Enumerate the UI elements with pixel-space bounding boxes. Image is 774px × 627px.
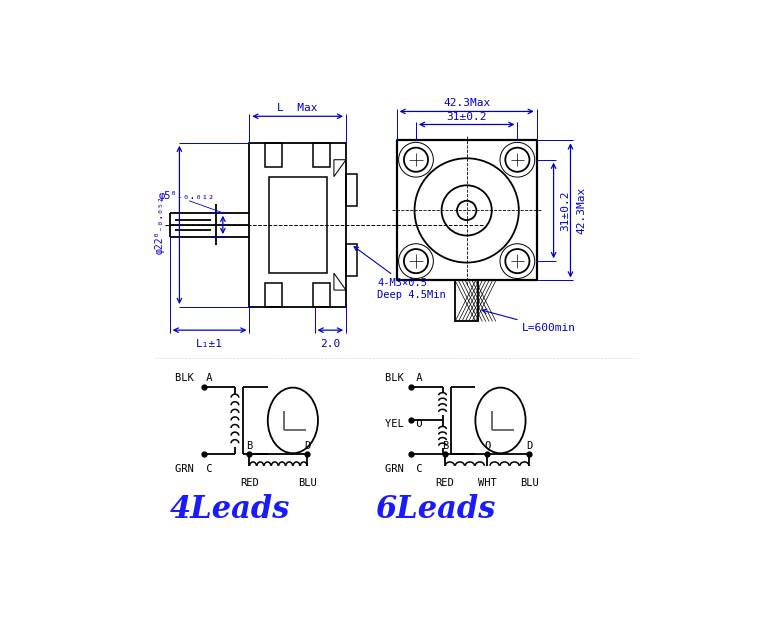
Bar — [455, 280, 478, 322]
Text: RED: RED — [240, 478, 259, 488]
Text: BLK  A: BLK A — [175, 373, 212, 382]
Text: 42.3Max: 42.3Max — [576, 187, 586, 234]
Text: 2.0: 2.0 — [320, 339, 341, 349]
Text: WHT: WHT — [478, 478, 497, 488]
Text: φ5⁰₋₀.₀₁₂: φ5⁰₋₀.₀₁₂ — [159, 191, 215, 201]
Bar — [249, 143, 346, 307]
Bar — [313, 283, 330, 307]
Text: B: B — [246, 441, 252, 451]
Bar — [396, 140, 536, 280]
Bar — [346, 245, 357, 276]
Bar — [265, 143, 282, 167]
Text: L₁±1: L₁±1 — [196, 339, 223, 349]
Text: D: D — [304, 441, 310, 451]
Text: φ22⁰₋₀.₀₅₂: φ22⁰₋₀.₀₅₂ — [154, 196, 164, 255]
Bar — [269, 177, 327, 273]
Text: L=600min: L=600min — [482, 309, 576, 333]
Bar — [346, 174, 357, 206]
Text: RED: RED — [436, 478, 454, 488]
Text: 31±0.2: 31±0.2 — [560, 190, 570, 231]
Text: O: O — [484, 441, 490, 451]
Text: YEL  O: YEL O — [385, 419, 422, 429]
Text: 4Leads: 4Leads — [170, 494, 290, 525]
Text: L  Max: L Max — [277, 103, 318, 113]
Text: BLU: BLU — [520, 478, 539, 488]
Text: 31±0.2: 31±0.2 — [447, 112, 487, 122]
Text: D: D — [526, 441, 533, 451]
Text: GRN  C: GRN C — [175, 464, 212, 474]
Text: GRN  C: GRN C — [385, 464, 422, 474]
Text: 42.3Max: 42.3Max — [443, 98, 490, 108]
Text: 4-M3×0.5
Deep 4.5Min: 4-M3×0.5 Deep 4.5Min — [354, 246, 446, 300]
Bar — [313, 143, 330, 167]
Text: 6Leads: 6Leads — [375, 494, 495, 525]
Text: BLK  A: BLK A — [385, 373, 422, 382]
Bar — [265, 283, 282, 307]
Text: BLU: BLU — [298, 478, 317, 488]
Text: B: B — [442, 441, 448, 451]
